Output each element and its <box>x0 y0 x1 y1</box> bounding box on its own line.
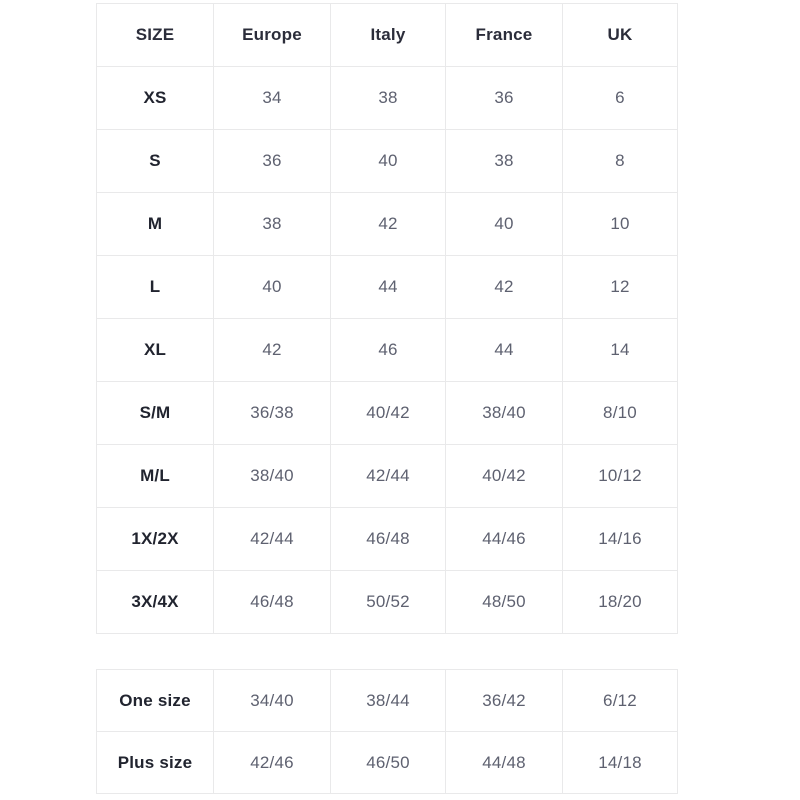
cell-france: 38 <box>445 129 563 193</box>
cell-europe: 42/46 <box>213 731 331 794</box>
cell-size: XS <box>96 66 214 130</box>
cell-size: Plus size <box>96 731 214 794</box>
table-row: One size 34/40 38/44 36/42 6/12 <box>96 669 678 732</box>
cell-uk: 14/16 <box>562 507 678 571</box>
cell-italy: 46/50 <box>330 731 446 794</box>
cell-uk: 18/20 <box>562 570 678 634</box>
cell-size: S/M <box>96 381 214 445</box>
cell-size: 3X/4X <box>96 570 214 634</box>
cell-france: 38/40 <box>445 381 563 445</box>
cell-size: L <box>96 255 214 319</box>
cell-uk: 14 <box>562 318 678 382</box>
cell-italy: 40/42 <box>330 381 446 445</box>
cell-france: 44/48 <box>445 731 563 794</box>
cell-france: 48/50 <box>445 570 563 634</box>
table-header-row: SIZE Europe Italy France UK <box>96 3 678 67</box>
cell-italy: 44 <box>330 255 446 319</box>
cell-size: M <box>96 192 214 256</box>
cell-italy: 40 <box>330 129 446 193</box>
table-header: SIZE Europe Italy France UK <box>96 3 678 67</box>
cell-italy: 46 <box>330 318 446 382</box>
cell-italy: 50/52 <box>330 570 446 634</box>
table-row: 3X/4X 46/48 50/52 48/50 18/20 <box>96 570 678 634</box>
column-header-europe: Europe <box>213 3 331 67</box>
table-row: Plus size 42/46 46/50 44/48 14/18 <box>96 731 678 794</box>
table-separator <box>96 634 677 669</box>
cell-italy: 42/44 <box>330 444 446 508</box>
table-row: S/M 36/38 40/42 38/40 8/10 <box>96 381 678 445</box>
cell-uk: 10/12 <box>562 444 678 508</box>
cell-size: 1X/2X <box>96 507 214 571</box>
cell-europe: 46/48 <box>213 570 331 634</box>
cell-france: 44 <box>445 318 563 382</box>
cell-size: S <box>96 129 214 193</box>
size-chart-container: SIZE Europe Italy France UK XS 34 38 36 … <box>96 3 678 794</box>
cell-uk: 6/12 <box>562 669 678 732</box>
cell-uk: 14/18 <box>562 731 678 794</box>
cell-europe: 36 <box>213 129 331 193</box>
cell-europe: 42 <box>213 318 331 382</box>
cell-size: One size <box>96 669 214 732</box>
cell-italy: 38 <box>330 66 446 130</box>
column-header-italy: Italy <box>330 3 446 67</box>
cell-uk: 12 <box>562 255 678 319</box>
cell-uk: 8/10 <box>562 381 678 445</box>
cell-france: 40 <box>445 192 563 256</box>
secondary-table-body: One size 34/40 38/44 36/42 6/12 Plus siz… <box>96 669 678 794</box>
cell-europe: 34/40 <box>213 669 331 732</box>
cell-italy: 38/44 <box>330 669 446 732</box>
column-header-france: France <box>445 3 563 67</box>
table-row: XL 42 46 44 14 <box>96 318 678 382</box>
cell-europe: 42/44 <box>213 507 331 571</box>
cell-france: 40/42 <box>445 444 563 508</box>
table-row: M 38 42 40 10 <box>96 192 678 256</box>
cell-europe: 36/38 <box>213 381 331 445</box>
cell-france: 36 <box>445 66 563 130</box>
cell-italy: 46/48 <box>330 507 446 571</box>
cell-uk: 8 <box>562 129 678 193</box>
cell-size: XL <box>96 318 214 382</box>
table-row: M/L 38/40 42/44 40/42 10/12 <box>96 444 678 508</box>
cell-france: 42 <box>445 255 563 319</box>
cell-italy: 42 <box>330 192 446 256</box>
cell-europe: 38/40 <box>213 444 331 508</box>
one-size-conversion-table: One size 34/40 38/44 36/42 6/12 Plus siz… <box>96 669 678 794</box>
cell-size: M/L <box>96 444 214 508</box>
cell-uk: 10 <box>562 192 678 256</box>
table-row: XS 34 38 36 6 <box>96 66 678 130</box>
cell-europe: 38 <box>213 192 331 256</box>
column-header-uk: UK <box>562 3 678 67</box>
table-row: L 40 44 42 12 <box>96 255 678 319</box>
cell-europe: 34 <box>213 66 331 130</box>
table-body: XS 34 38 36 6 S 36 40 38 8 M 38 42 40 10 <box>96 66 678 634</box>
cell-europe: 40 <box>213 255 331 319</box>
size-conversion-table: SIZE Europe Italy France UK XS 34 38 36 … <box>96 3 678 634</box>
cell-france: 44/46 <box>445 507 563 571</box>
column-header-size: SIZE <box>96 3 214 67</box>
table-row: 1X/2X 42/44 46/48 44/46 14/16 <box>96 507 678 571</box>
cell-france: 36/42 <box>445 669 563 732</box>
cell-uk: 6 <box>562 66 678 130</box>
table-row: S 36 40 38 8 <box>96 129 678 193</box>
